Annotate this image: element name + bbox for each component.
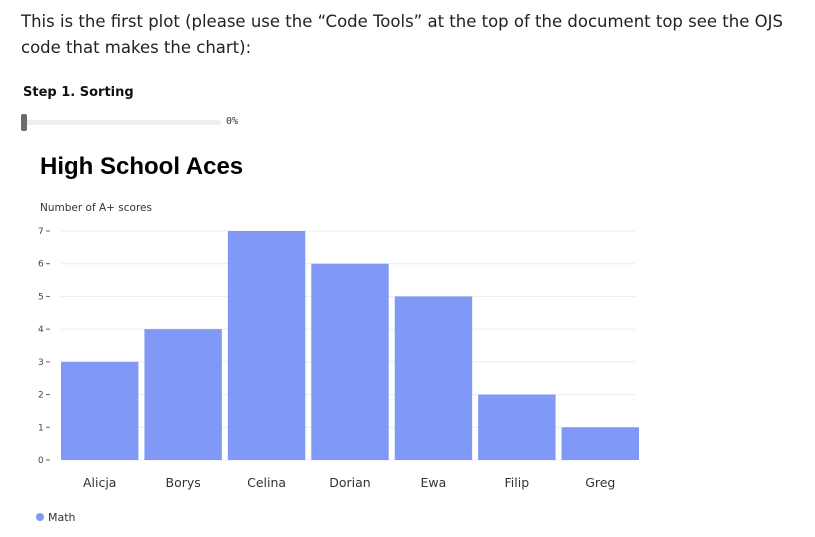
- x-tick-label: Borys: [166, 475, 201, 490]
- y-tick-label: 0: [38, 456, 44, 466]
- bar-chart: High School Aces Number of A+ scores 0 1 2…: [36, 153, 639, 524]
- x-tick-label: Dorian: [329, 475, 370, 490]
- y-axis-title: Number of A+ scores: [40, 202, 152, 214]
- step-label: Step 1. Sorting: [23, 85, 134, 100]
- chart-title: High School Aces: [40, 153, 243, 180]
- slider-thumb[interactable]: [21, 114, 27, 131]
- y-axis: 0 1 2 3 4 5 6 7: [38, 227, 50, 466]
- y-tick-label: 7: [38, 227, 44, 237]
- bar-ewa[interactable]: [394, 296, 473, 460]
- x-axis: Alicja Borys Celina Dorian Ewa Filip Greg: [83, 475, 615, 490]
- y-tick-label: 2: [38, 391, 44, 401]
- y-tick-label: 4: [38, 325, 44, 335]
- legend-label-math: Math: [48, 511, 76, 524]
- y-tick-label: 5: [38, 292, 44, 302]
- y-tick-label: 3: [38, 358, 44, 368]
- sorting-slider[interactable]: [21, 114, 221, 132]
- x-tick-label: Ewa: [421, 475, 447, 490]
- bar-dorian[interactable]: [311, 263, 389, 460]
- legend: Math: [36, 511, 76, 524]
- bar-borys[interactable]: [144, 329, 222, 460]
- slider-value: 0%: [226, 116, 239, 127]
- y-tick-label: 6: [38, 260, 44, 270]
- x-tick-label: Alicja: [83, 475, 117, 490]
- bar-filip[interactable]: [478, 394, 556, 460]
- x-tick-label: Celina: [247, 475, 286, 490]
- intro-text: This is the first plot (please use the “…: [21, 12, 783, 57]
- bar-greg[interactable]: [561, 427, 639, 460]
- bar-alicja[interactable]: [61, 361, 139, 460]
- bars: [61, 231, 639, 460]
- slider-track[interactable]: [21, 120, 221, 125]
- bar-celina[interactable]: [227, 231, 306, 460]
- legend-swatch-math: [36, 513, 44, 521]
- x-tick-label: Filip: [505, 475, 530, 490]
- y-tick-label: 1: [38, 423, 44, 433]
- x-tick-label: Greg: [585, 475, 615, 490]
